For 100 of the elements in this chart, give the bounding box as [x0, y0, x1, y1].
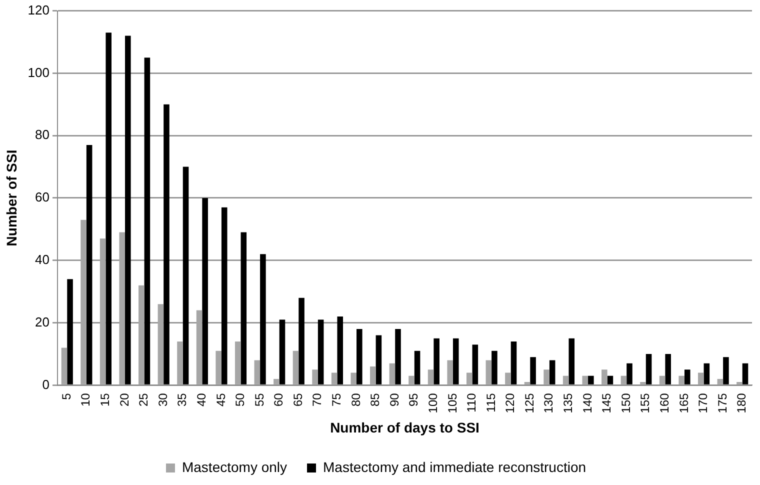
bar	[665, 354, 671, 384]
bar	[182, 166, 189, 384]
x-axis-title: Number of days to SSI	[330, 419, 480, 436]
y-tick-label: 20	[35, 314, 50, 330]
bar	[723, 357, 729, 384]
x-tick-label: 70	[310, 392, 324, 407]
bar	[125, 36, 131, 384]
bar	[472, 344, 478, 384]
x-tick-label: 85	[368, 392, 382, 407]
bar	[717, 378, 724, 384]
x-tick-label: 60	[272, 392, 286, 407]
x-tick-label: 15	[98, 392, 112, 407]
y-tick-label: 0	[42, 376, 50, 392]
bar	[395, 329, 401, 384]
y-tick-label: 40	[35, 252, 50, 267]
x-tick-label: 135	[561, 392, 576, 414]
bar	[164, 104, 170, 384]
bar	[447, 360, 453, 384]
bar	[221, 207, 228, 384]
x-tick-label: 150	[618, 392, 633, 414]
bar	[428, 370, 434, 384]
bar	[144, 58, 150, 384]
bar	[370, 366, 376, 384]
bar	[562, 376, 569, 384]
x-tick-label: 165	[676, 392, 691, 414]
bar	[106, 32, 112, 384]
bar	[698, 372, 704, 384]
x-tick-label: 65	[290, 392, 305, 407]
bar	[607, 376, 614, 384]
bar	[704, 363, 710, 384]
bar	[376, 335, 382, 384]
bar	[684, 370, 690, 384]
x-tick-label: 180	[734, 392, 749, 414]
bar	[216, 350, 222, 384]
bar	[177, 342, 183, 384]
legend-label: Mastectomy only	[182, 458, 288, 475]
bar	[544, 370, 550, 384]
bar	[626, 363, 632, 384]
x-tick-label: 10	[78, 392, 93, 407]
bar	[530, 357, 536, 384]
x-tick-label: 105	[445, 392, 460, 414]
x-tick-label: 20	[117, 392, 132, 407]
legend-label: Mastectomy and immediate reconstruction	[323, 458, 586, 475]
y-axis-title: Number of SSI	[3, 150, 20, 246]
bar	[414, 350, 420, 384]
x-tick-label: 95	[406, 392, 421, 407]
x-tick-label: 40	[194, 392, 208, 407]
x-tick-label: 170	[696, 392, 710, 414]
bar	[350, 372, 357, 384]
bar	[492, 350, 498, 384]
bar	[298, 298, 304, 384]
y-tick-label: 80	[35, 127, 50, 142]
x-tick-label: 110	[464, 392, 479, 412]
bar	[196, 310, 202, 384]
x-tick-label: 145	[600, 392, 614, 414]
bar	[678, 376, 684, 384]
bar	[119, 232, 126, 384]
bar	[356, 329, 362, 384]
x-tick-label: 175	[715, 392, 730, 414]
bar	[138, 285, 144, 384]
x-tick-label: 5	[59, 392, 74, 400]
y-tick-label: 100	[28, 64, 50, 80]
bar	[67, 279, 73, 384]
bar	[158, 304, 164, 384]
x-tick-label: 55	[252, 392, 266, 407]
bar	[100, 238, 106, 384]
bar	[202, 198, 208, 384]
x-tick-label: 120	[503, 392, 518, 414]
bar	[620, 376, 627, 384]
bar	[240, 232, 247, 384]
bar	[274, 378, 280, 384]
bar	[549, 360, 556, 384]
x-tick-label: 35	[175, 392, 190, 407]
x-tick-label: 125	[522, 392, 536, 414]
bar	[279, 320, 286, 384]
bar	[254, 360, 260, 384]
bar	[466, 372, 472, 384]
x-tick-label: 30	[156, 392, 170, 407]
bar	[434, 338, 440, 384]
bar	[234, 342, 241, 384]
bar	[510, 342, 517, 384]
y-tick-label: 60	[35, 190, 50, 205]
bar	[86, 144, 92, 384]
x-tick-label: 25	[136, 392, 151, 407]
bar	[389, 363, 396, 384]
bar	[80, 220, 86, 384]
x-tick-label: 155	[638, 392, 652, 414]
bar	[486, 360, 492, 384]
bar	[659, 376, 666, 384]
bar	[646, 354, 652, 384]
bar	[61, 348, 68, 384]
x-tick-label: 160	[658, 392, 672, 414]
x-tick-label: 75	[330, 392, 344, 407]
bar	[318, 320, 324, 384]
bar	[408, 376, 414, 384]
bar	[568, 338, 575, 384]
bar	[292, 350, 299, 384]
x-tick-label: 115	[484, 392, 498, 412]
bar	[312, 370, 318, 384]
bar	[742, 363, 748, 384]
